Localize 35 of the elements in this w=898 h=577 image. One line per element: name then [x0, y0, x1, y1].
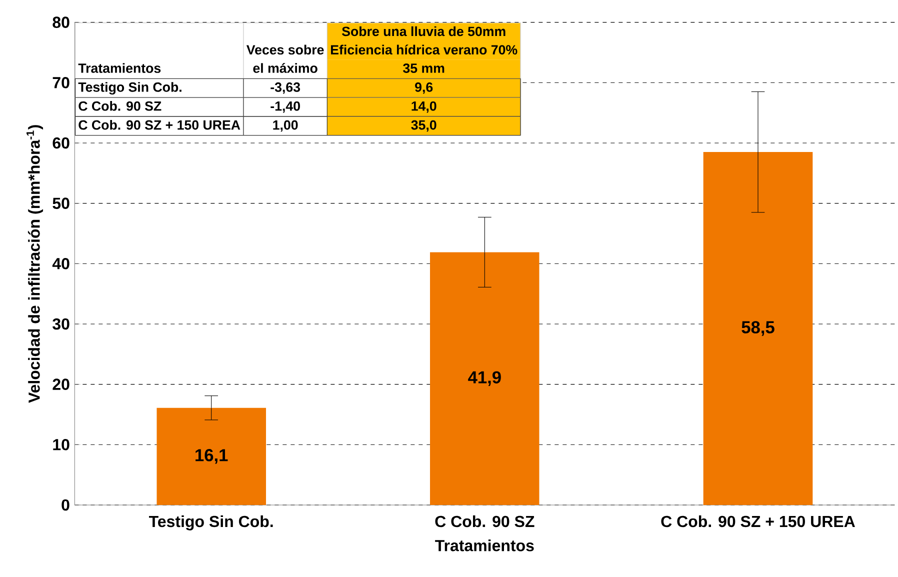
annotation: -1,40 [270, 101, 300, 113]
bar [703, 152, 813, 505]
x-axis-title: Tratamientos [435, 540, 534, 552]
data-label: 41,9 [468, 371, 501, 386]
x-tick-label: C Cob. 90 SZ [435, 515, 534, 528]
annotation: C Cob. 90 SZ [78, 101, 162, 111]
annotation: 9,6 [415, 82, 433, 94]
bar [430, 252, 540, 505]
y-tick-label: 80 [52, 16, 70, 28]
annotation: 35,0 [411, 120, 436, 132]
y-tick-label: 40 [52, 258, 70, 270]
annotation: C Cob. 90 SZ + 150 UREA [78, 120, 240, 130]
x-tick-label: Testigo Sin Cob. [149, 515, 273, 530]
annotation: 14,0 [412, 101, 436, 113]
annotation: 35 mm [403, 63, 444, 73]
y-tick-label: 50 [52, 198, 70, 209]
y-tick-label: 60 [52, 137, 70, 149]
data-label: 16,1 [196, 449, 228, 464]
annotation: Veces sobre [246, 44, 324, 55]
annotation: 1,00 [273, 120, 298, 132]
y-tick-label: 30 [52, 318, 70, 330]
bar [156, 408, 266, 505]
x-tick-label: C Cob. 90 SZ + 150 UREA [661, 515, 855, 528]
annotation: Sobre una lluvia de 50mm [342, 26, 506, 36]
y-tick-label: 10 [53, 438, 70, 450]
annotation: el máximo [253, 63, 318, 73]
y-tick-label: 70 [52, 76, 70, 88]
annotation: Tratamientos [78, 63, 161, 73]
y-tick-label: 0 [62, 499, 70, 511]
data-label: 58,5 [742, 321, 774, 336]
annotation: Testigo Sin Cob. [78, 82, 182, 95]
y-tick-label: 20 [52, 378, 70, 390]
y-axis-title: Velocidad de infiltración (mm*hora$^{-1}$) [26, 125, 44, 403]
annotation: Eficiencia hídrica verano 70% [330, 44, 518, 55]
annotation: -3,63 [270, 82, 300, 94]
